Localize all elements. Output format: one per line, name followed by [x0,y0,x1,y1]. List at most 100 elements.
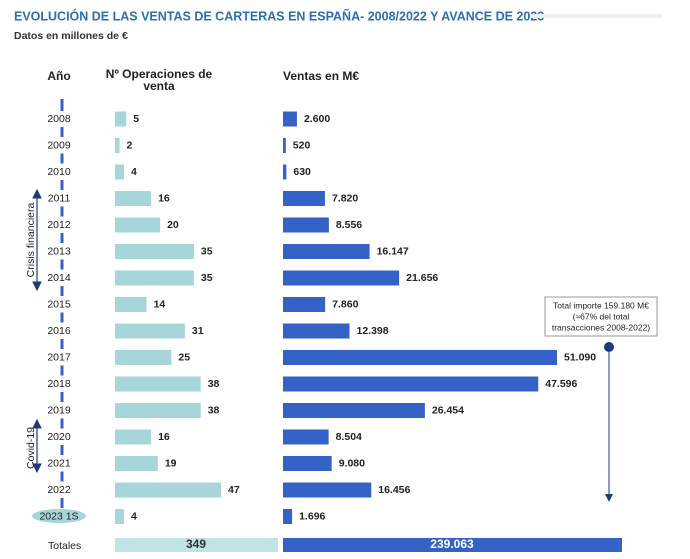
category-header: Año [47,69,70,83]
value-label: 21.656 [406,272,438,284]
bar [283,429,329,445]
highlight [32,509,86,523]
value-label: 47.596 [545,378,577,390]
bar [283,244,370,259]
series-header: Nº Operaciones de venta [105,67,213,93]
bar [283,376,539,392]
value-label: 38 [208,404,220,416]
note-text: transacciones 2008-2022) [552,322,650,332]
category-label: 2016 [47,325,71,337]
category-label: 2009 [47,139,71,151]
value-label: 51.090 [564,351,596,363]
category-label: 2015 [47,298,71,310]
totals-label: Totales [48,540,81,552]
value-label: 47 [228,484,240,496]
chart-title: EVOLUCIÓN DE LAS VENTAS DE CARTERAS EN E… [14,8,544,23]
value-label: 8.504 [336,431,362,443]
bar [283,509,293,524]
annotation: Crisis financiera [25,203,37,278]
total-bar [115,538,278,552]
bar [115,297,147,312]
bar [283,138,286,153]
value-label: 16 [158,431,170,443]
value-label: 26.454 [432,404,464,416]
note-text: Total importe 159.180 M€ [553,300,649,310]
bar [115,376,201,392]
note-text: (≈67% del total [573,311,630,321]
value-label: 16 [158,192,170,204]
value-label: 2 [127,139,133,151]
note-dot [604,342,614,352]
bar [283,482,372,498]
value-label: 35 [201,272,213,284]
covid-arrow [32,418,42,474]
bar [115,138,120,153]
value-label: 7.820 [332,192,358,204]
value-label: 16.147 [377,245,409,257]
total-bar [283,538,622,552]
bar [115,482,221,498]
bar [115,456,158,471]
note-box [544,296,658,337]
bar [283,270,400,286]
bar [283,191,325,206]
value-label: 25 [178,351,190,363]
bar [283,456,332,471]
value-label: 7.860 [332,298,358,310]
total-label: 349 [186,537,206,551]
category-label: 2021 [47,457,71,469]
annotation: Covid-19 [25,427,37,469]
bar [115,429,152,445]
bar [115,164,125,180]
value-label: 12.398 [356,325,388,337]
subtitle: Datos en millones de € [14,30,128,42]
value-label: 630 [293,166,311,178]
category-label: 2012 [47,219,71,231]
bar [115,509,125,524]
category-label: 2023 1S [39,510,78,522]
value-label: 38 [208,378,220,390]
bar [115,270,194,286]
category-label: 2017 [47,351,71,363]
value-label: 2.600 [304,113,330,125]
bar [283,403,425,418]
bar [115,217,161,233]
bar [283,217,329,233]
note-arrow-head [605,494,613,502]
bar [283,323,350,339]
total-label: 239.063 [430,537,474,551]
value-label: 4 [131,166,137,178]
value-label: 20 [167,219,179,231]
value-label: 19 [165,457,177,469]
value-label: 16.456 [378,484,410,496]
bar [115,350,172,365]
bar [283,164,287,180]
value-label: 31 [192,325,204,337]
category-label: 2018 [47,378,71,390]
bar [283,350,557,365]
category-label: 2020 [47,431,71,443]
category-label: 2008 [47,113,71,125]
value-label: 1.696 [299,510,325,522]
value-label: 9.080 [339,457,365,469]
category-label: 2011 [48,192,71,204]
category-label: 2022 [47,484,71,496]
category-label: 2010 [47,166,71,178]
value-label: 5 [133,113,139,125]
value-label: 35 [201,245,213,257]
value-label: 14 [154,298,166,310]
bar [115,191,152,206]
crisis-arrow [32,188,42,292]
category-label: 2019 [47,404,71,416]
value-label: 8.556 [336,219,362,231]
category-label: 2014 [47,272,71,284]
bar [283,111,297,127]
category-label: 2013 [47,245,71,257]
bar [115,323,185,339]
value-label: 4 [131,510,137,522]
value-label: 520 [293,139,311,151]
bar [115,111,127,127]
bar [283,297,326,312]
